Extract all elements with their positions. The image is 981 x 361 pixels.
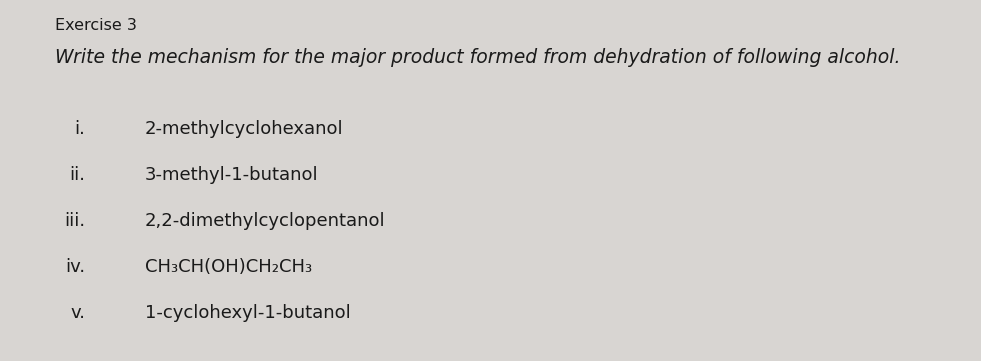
Text: iv.: iv. (65, 258, 85, 276)
Text: i.: i. (75, 120, 85, 138)
Text: Write the mechanism for the major product formed from dehydration of following a: Write the mechanism for the major produc… (55, 48, 901, 67)
Text: v.: v. (70, 304, 85, 322)
Text: ii.: ii. (69, 166, 85, 184)
Text: Exercise 3: Exercise 3 (55, 18, 137, 33)
Text: 3-methyl-1-butanol: 3-methyl-1-butanol (145, 166, 319, 184)
Text: iii.: iii. (64, 212, 85, 230)
Text: 1-cyclohexyl-1-butanol: 1-cyclohexyl-1-butanol (145, 304, 351, 322)
Text: 2-methylcyclohexanol: 2-methylcyclohexanol (145, 120, 343, 138)
Text: CH₃CH(OH)CH₂CH₃: CH₃CH(OH)CH₂CH₃ (145, 258, 312, 276)
Text: 2,2-dimethylcyclopentanol: 2,2-dimethylcyclopentanol (145, 212, 386, 230)
